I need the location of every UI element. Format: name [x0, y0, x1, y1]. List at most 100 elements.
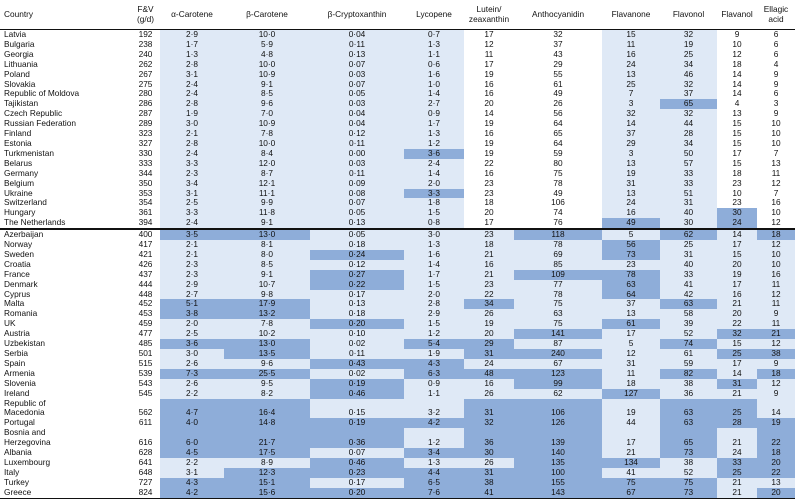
cell-flavanol: 23: [717, 178, 757, 189]
cell-beta-cryptoxanthin: 0·03: [310, 158, 404, 169]
table-row: Czech Republic 287 1·9 7·0 0·04 0·9 14 56 32 32 13…: [0, 109, 795, 120]
cell-flavanone: 14: [602, 119, 660, 130]
cell-beta-cryptoxanthin: 0·17: [310, 289, 404, 300]
cell-alpha-carotene: 4·0: [160, 418, 224, 429]
cell-anthocyanidin: 155: [514, 477, 602, 488]
cell-flavanol: 17: [717, 240, 757, 250]
col-header-anthocyanidin: Anthocyanidin: [531, 8, 585, 19]
cell-flavanone: 44: [602, 418, 660, 429]
cell-beta-cryptoxanthin: 0·09: [310, 178, 404, 189]
cell-beta-cryptoxanthin: 0·18: [310, 240, 404, 250]
cell-country: Turkey: [0, 477, 131, 488]
cell-flavanol: 32: [717, 329, 757, 340]
table-row: Ireland 545 2·2 8·2 0·46 1·1 26 62 127 36 21 9: [0, 388, 795, 399]
cell-flavanone: 67: [602, 487, 660, 499]
table-row: The Netherlands 394 2·4 9·1 0·13 0·8 17 76 49 30 2…: [0, 218, 795, 230]
table-row: Republic of Macedonia 562 4·7 16·4 0·15 3·2 31…: [0, 398, 795, 419]
cell-lutein: 30: [464, 448, 514, 458]
cell-beta-cryptoxanthin: 0·11: [310, 138, 404, 149]
cell-lycopene: 2·0: [404, 289, 464, 300]
cell-ellagic-acid: 19: [757, 418, 795, 429]
cell-alpha-carotene: 4·7: [160, 398, 224, 419]
cell-beta-carotene: 8·4: [224, 148, 310, 159]
table-row: Poland 267 3·1 10·9 0·03 1·6 19 55 13 46 14 9: [0, 69, 795, 80]
cell-lycopene: 1·7: [404, 119, 464, 130]
cell-beta-cryptoxanthin: 0·36: [310, 428, 404, 449]
cell-flavanone: 24: [602, 59, 660, 70]
cell-flavonol: 31: [660, 198, 717, 209]
cell-country: Ukraine: [0, 188, 131, 199]
table-row: Republic of Moldova 280 2·4 8·5 0·05 1·4 16 49 7…: [0, 89, 795, 100]
cell-lutein: 17: [464, 218, 514, 230]
cell-flavonol: 25: [660, 240, 717, 250]
cell-country: Romania: [0, 309, 131, 320]
cell-lycopene: 1·2: [404, 428, 464, 449]
cell-lutein: 23: [464, 228, 514, 241]
cell-flavanone: 11: [602, 368, 660, 379]
cell-beta-carotene: 15·6: [224, 487, 310, 499]
cell-flavonol: 34: [660, 59, 717, 70]
cell-alpha-carotene: 2·3: [160, 259, 224, 270]
cell-beta-cryptoxanthin: 0·27: [310, 269, 404, 280]
cell-country: Italy: [0, 467, 131, 478]
cell-anthocyanidin: 26: [514, 99, 602, 110]
cell-fv: 562: [131, 398, 160, 419]
cell-fv: 616: [131, 428, 160, 449]
cell-fv: 452: [131, 299, 160, 310]
cell-flavanol: 13: [717, 109, 757, 120]
cell-alpha-carotene: 2·8: [160, 59, 224, 70]
cell-alpha-carotene: 3·3: [160, 208, 224, 219]
cell-flavanol: 25: [717, 349, 757, 359]
cell-beta-carotene: 16·4: [224, 398, 310, 419]
cell-beta-cryptoxanthin: 0·46: [310, 457, 404, 468]
cell-country: Luxembourg: [0, 457, 131, 468]
cell-lutein: 23: [464, 188, 514, 199]
cell-lutein: 48: [464, 368, 514, 379]
cell-lutein: 21: [464, 269, 514, 280]
cell-beta-cryptoxanthin: 0·05: [310, 228, 404, 241]
cell-flavonol: 40: [660, 259, 717, 270]
cell-anthocyanidin: 106: [514, 398, 602, 419]
cell-alpha-carotene: 2·7: [160, 289, 224, 300]
cell-flavanol: 15: [717, 129, 757, 139]
cell-alpha-carotene: 2·5: [160, 198, 224, 209]
cell-alpha-carotene: 2·4: [160, 79, 224, 90]
cell-anthocyanidin: 75: [514, 168, 602, 179]
cell-fv: 824: [131, 487, 160, 499]
cell-beta-carotene: 5·9: [224, 39, 310, 50]
cell-anthocyanidin: 64: [514, 119, 602, 130]
cell-flavanone: 17: [602, 428, 660, 449]
cell-ellagic-acid: 22: [757, 428, 795, 449]
table-row: Belarus 333 3·3 12·0 0·03 2·4 22 80 13 57 15 13: [0, 158, 795, 169]
cell-fv: 459: [131, 319, 160, 330]
cell-lycopene: 1·6: [404, 249, 464, 260]
cell-lycopene: 1·5: [404, 319, 464, 330]
cell-ellagic-acid: 10: [757, 129, 795, 139]
cell-beta-cryptoxanthin: 0·13: [310, 49, 404, 60]
cell-lycopene: 1·6: [404, 69, 464, 80]
cell-anthocyanidin: 87: [514, 339, 602, 349]
cell-anthocyanidin: 99: [514, 378, 602, 389]
cell-beta-carotene: 12·1: [224, 178, 310, 189]
cell-lycopene: 2·7: [404, 99, 464, 110]
cell-beta-carotene: 11·1: [224, 188, 310, 199]
cell-lutein: 19: [464, 319, 514, 330]
cell-beta-carotene: 13·5: [224, 349, 310, 359]
cell-country: Bulgaria: [0, 39, 131, 50]
cell-beta-carotene: 9·6: [224, 358, 310, 369]
cell-anthocyanidin: 140: [514, 448, 602, 458]
cell-fv: 353: [131, 188, 160, 199]
table-row: Finland 323 2·1 7·8 0·12 1·3 16 65 37 28 15 10: [0, 129, 795, 139]
cell-country: Czech Republic: [0, 109, 131, 120]
cell-lycopene: 1·9: [404, 349, 464, 359]
cell-beta-carotene: 10·0: [224, 28, 310, 40]
cell-alpha-carotene: 2·1: [160, 129, 224, 139]
cell-beta-cryptoxanthin: 0·04: [310, 119, 404, 130]
cell-beta-cryptoxanthin: 0·17: [310, 477, 404, 488]
cell-flavonol: 61: [660, 349, 717, 359]
cell-flavanone: 61: [602, 319, 660, 330]
table-row: Estonia 327 2·8 10·0 0·11 1·2 19 64 29 34 15 10: [0, 138, 795, 149]
table-row: Malta 452 5·1 17·9 0·13 2·8 34 75 37 63 21 11: [0, 299, 795, 310]
cell-country: Russian Federation: [0, 119, 131, 130]
cell-beta-cryptoxanthin: 0·22: [310, 279, 404, 290]
